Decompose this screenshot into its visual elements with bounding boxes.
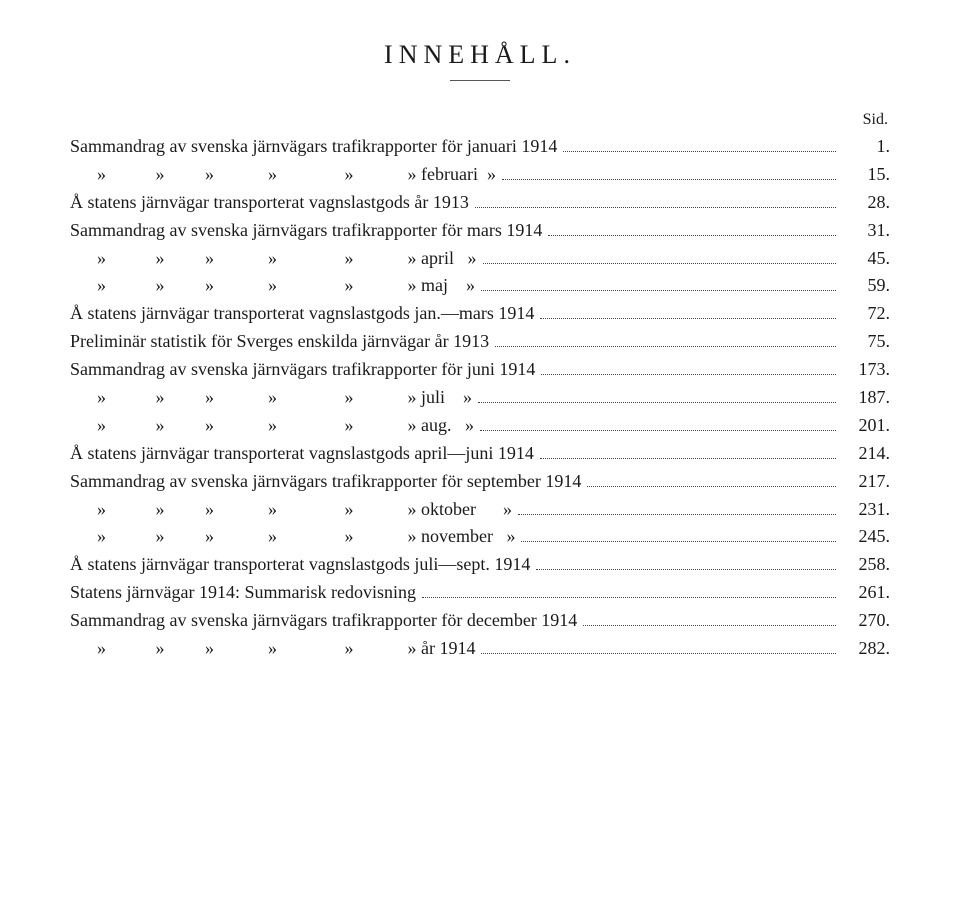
toc-row: Å statens järnvägar transporterat vagnsl… [70, 440, 890, 468]
dot-leader [521, 527, 836, 542]
toc-row: Sammandrag av svenska järnvägars trafikr… [70, 468, 890, 496]
dot-leader [422, 583, 836, 598]
toc-entry-text: » » » » » » juli » [70, 384, 472, 412]
toc-entry-text: Sammandrag av svenska järnvägars trafikr… [70, 607, 577, 635]
toc-page-number: 187. [842, 384, 890, 412]
toc-page-number: 201. [842, 412, 890, 440]
dot-leader [480, 416, 836, 431]
toc-entry-text: Preliminär statistik för Sverges enskild… [70, 328, 489, 356]
title-rule [450, 80, 510, 81]
toc-row: Sammandrag av svenska järnvägars trafikr… [70, 607, 890, 635]
toc-entry-text: » » » » » » april » [70, 245, 477, 273]
toc-row: » » » » » » aug. » 201. [70, 412, 890, 440]
toc-entry-text: Å statens järnvägar transporterat vagnsl… [70, 189, 469, 217]
dot-leader [518, 499, 836, 514]
toc-row: Å statens järnvägar transporterat vagnsl… [70, 189, 890, 217]
toc-entry-text: » » » » » » maj » [70, 272, 475, 300]
dot-leader [502, 165, 836, 180]
toc-entry-text: Sammandrag av svenska järnvägars trafikr… [70, 356, 535, 384]
toc-page-number: 217. [842, 468, 890, 496]
toc-page-number: 270. [842, 607, 890, 635]
toc-page-number: 214. [842, 440, 890, 468]
page-title: INNEHÅLL. [70, 40, 890, 70]
dot-leader [475, 192, 836, 207]
table-of-contents: Sammandrag av svenska järnvägars trafikr… [70, 133, 890, 663]
toc-entry-text: Sammandrag av svenska järnvägars trafikr… [70, 217, 542, 245]
toc-page-number: 173. [842, 356, 890, 384]
toc-entry-text: » » » » » » oktober » [70, 496, 512, 524]
dot-leader [541, 360, 836, 375]
dot-leader [540, 443, 836, 458]
toc-row: » » » » » » februari » 15. [70, 161, 890, 189]
dot-leader [536, 555, 836, 570]
toc-entry-text: Å statens järnvägar transporterat vagnsl… [70, 300, 534, 328]
toc-row: Sammandrag av svenska järnvägars trafikr… [70, 217, 890, 245]
dot-leader [563, 137, 836, 152]
toc-page-number: 72. [842, 300, 890, 328]
page-number-header: Sid. [70, 111, 890, 129]
dot-leader [483, 248, 837, 263]
toc-row: Preliminär statistik för Sverges enskild… [70, 328, 890, 356]
toc-page-number: 282. [842, 635, 890, 663]
toc-page-number: 1. [842, 133, 890, 161]
toc-row: » » » » » » oktober » 231. [70, 496, 890, 524]
toc-row: » » » » » » år 1914 282. [70, 635, 890, 663]
toc-row: Å statens järnvägar transporterat vagnsl… [70, 551, 890, 579]
toc-entry-text: Å statens järnvägar transporterat vagnsl… [70, 551, 530, 579]
toc-entry-text: » » » » » » aug. » [70, 412, 474, 440]
toc-entry-text: » » » » » » november » [70, 523, 515, 551]
toc-row: Sammandrag av svenska järnvägars trafikr… [70, 133, 890, 161]
toc-entry-text: Sammandrag av svenska järnvägars trafikr… [70, 468, 581, 496]
toc-page-number: 28. [842, 189, 890, 217]
toc-page-number: 31. [842, 217, 890, 245]
toc-row: » » » » » » maj » 59. [70, 272, 890, 300]
dot-leader [540, 304, 836, 319]
toc-entry-text: » » » » » » år 1914 [70, 635, 475, 663]
toc-page-number: 231. [842, 496, 890, 524]
dot-leader [587, 471, 836, 486]
document-page: INNEHÅLL. Sid. Sammandrag av svenska jär… [0, 0, 960, 703]
toc-entry-text: Sammandrag av svenska järnvägars trafikr… [70, 133, 557, 161]
toc-page-number: 245. [842, 523, 890, 551]
dot-leader [481, 276, 836, 291]
toc-row: Å statens järnvägar transporterat vagnsl… [70, 300, 890, 328]
dot-leader [478, 388, 836, 403]
toc-page-number: 45. [842, 245, 890, 273]
toc-entry-text: Statens järnvägar 1914: Summarisk redovi… [70, 579, 416, 607]
toc-entry-text: » » » » » » februari » [70, 161, 496, 189]
toc-page-number: 15. [842, 161, 890, 189]
toc-row: » » » » » » april » 45. [70, 245, 890, 273]
toc-page-number: 59. [842, 272, 890, 300]
dot-leader [548, 220, 836, 235]
toc-page-number: 261. [842, 579, 890, 607]
dot-leader [583, 611, 836, 626]
toc-row: Statens järnvägar 1914: Summarisk redovi… [70, 579, 890, 607]
toc-page-number: 75. [842, 328, 890, 356]
dot-leader [481, 639, 836, 654]
toc-row: » » » » » » juli » 187. [70, 384, 890, 412]
toc-entry-text: Å statens järnvägar transporterat vagnsl… [70, 440, 534, 468]
dot-leader [495, 332, 836, 347]
toc-page-number: 258. [842, 551, 890, 579]
toc-row: » » » » » » november » 245. [70, 523, 890, 551]
toc-row: Sammandrag av svenska järnvägars trafikr… [70, 356, 890, 384]
